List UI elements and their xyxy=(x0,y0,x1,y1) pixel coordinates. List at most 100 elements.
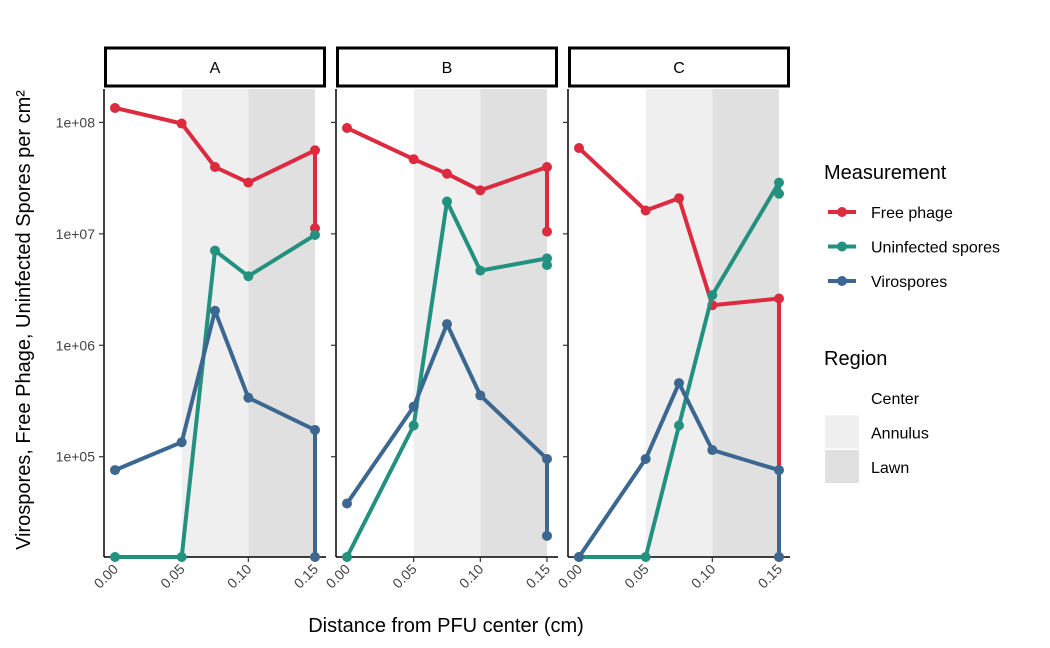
panel-c-series-uninfected-spores-point xyxy=(707,290,718,301)
panel-c-region-center xyxy=(579,89,646,557)
panel-a-strip-label: A xyxy=(210,60,221,77)
legend-region-lawn-label: Lawn xyxy=(871,460,909,477)
panel-c-series-free-phage-point xyxy=(674,193,684,204)
panel-c-series-uninfected-spores-point xyxy=(640,552,651,562)
panel-c-series-free-phage-point xyxy=(640,205,651,216)
panel-a-series-free-phage-point xyxy=(310,145,320,156)
panel-a-series-free-phage-point xyxy=(243,177,254,188)
panel-c-series-virospores-point xyxy=(774,465,784,476)
panel-a-x-tick-label: 0.15 xyxy=(291,561,322,592)
panel-a-series-free-phage-point xyxy=(110,102,120,113)
legend-item-virospores-marker xyxy=(837,276,847,286)
panel-a-region-center xyxy=(115,89,182,557)
panel-a-strip xyxy=(104,46,326,88)
y-axis-title: Virospores, Free Phage, Uninfected Spore… xyxy=(13,90,35,550)
panel-b-x-tick-label: 0.15 xyxy=(523,561,554,592)
panel-b-series-free-phage-point xyxy=(342,123,352,133)
panel-b-series-virospores-point xyxy=(408,401,419,412)
y-tick-label: 1e+05 xyxy=(56,449,96,465)
y-tick-label: 1e+06 xyxy=(56,337,96,353)
panel-a-series-uninfected-spores-point xyxy=(176,552,187,562)
panel-c-series-uninfected-spores-point xyxy=(774,177,784,188)
panel-b-region-center xyxy=(347,89,414,557)
panel-a-series-free-phage-point xyxy=(176,118,187,129)
legend-region-annulus-swatch xyxy=(825,415,859,449)
panel-c-series-virospores-line xyxy=(577,381,781,559)
legend-item-virospores-label: Virospores xyxy=(871,274,947,291)
panel-b-series-virospores-point xyxy=(442,319,452,330)
panel-a-x-tick-label: 0.05 xyxy=(157,561,188,592)
panel-a-series-virospores-point xyxy=(243,392,254,403)
panel-a-series-virospores-point xyxy=(310,424,320,435)
panel-c-series-virospores-point xyxy=(674,378,684,389)
panel-b-region-lawn xyxy=(480,89,547,557)
panel-c-region-annulus xyxy=(645,89,713,557)
panel-a-series-free-phage-line xyxy=(113,105,317,231)
panel-c-series-virospores-point xyxy=(640,453,651,464)
panel-a-series-uninfected-spores-point xyxy=(110,552,120,562)
panel-a-series-virospores-point xyxy=(110,465,120,476)
panel-a-region-annulus xyxy=(181,89,249,557)
legend: Measurement Free phage Uninfected spores Vi… xyxy=(824,162,1000,483)
panel-b-series-virospores-point xyxy=(542,530,552,541)
legend-measurement-title: Measurement xyxy=(824,162,947,184)
panel-c-series-virospores-point xyxy=(774,552,784,562)
panel-a-series-virospores-point xyxy=(176,437,187,448)
panel-c-series-free-phage-line xyxy=(577,146,781,559)
panel-b-series-free-phage-point xyxy=(542,226,552,237)
panel-b-strip-label: B xyxy=(442,60,453,77)
panel-b-strip xyxy=(336,46,558,88)
panel-a-series-free-phage-point xyxy=(210,162,220,172)
legend-region-annulus-label: Annulus xyxy=(871,426,929,443)
panel-a-x-tick-label: 0.10 xyxy=(224,561,255,592)
panel-c-x-tick-label: 0.15 xyxy=(755,561,786,592)
panel-a-x-tick-label: 0.00 xyxy=(91,561,122,592)
panel-c-series-virospores-point xyxy=(574,552,584,562)
panel-b-series-virospores-point xyxy=(342,498,352,509)
panel-b-series-virospores-point xyxy=(475,390,486,401)
panel-c-x-tick-label: 0.10 xyxy=(688,561,719,592)
panel-b-x-tick-label: 0.10 xyxy=(456,561,487,592)
panel-c-region-lawn xyxy=(712,89,779,557)
panel-c-series-uninfected-spores-point xyxy=(774,188,784,199)
panel-c-series-free-phage-point xyxy=(574,143,584,154)
panel-a-region-lawn xyxy=(248,89,315,557)
panel-a-series-virospores-point xyxy=(210,305,220,316)
legend-region-center-label: Center xyxy=(871,391,920,408)
panel-b-x-tick-label: 0.05 xyxy=(389,561,420,592)
panel-b-series-uninfected-spores-point xyxy=(475,265,486,276)
panel-b-series-free-phage-point xyxy=(442,168,452,179)
legend-region-title: Region xyxy=(824,348,887,370)
panel-a: A 1e+05 1e+06 1e+07 1e+08 0.00 0.05 0.10 0.15 xyxy=(56,46,326,592)
panel-c-series-virospores-point xyxy=(707,445,718,456)
panel-a-series-virospores-point xyxy=(310,552,320,562)
panel-c-series-uninfected-spores-point xyxy=(674,420,684,431)
panel-a-series-virospores-line xyxy=(113,308,317,559)
panel-a-series-uninfected-spores-point xyxy=(243,271,254,282)
panel-b-x-tick-label: 0.00 xyxy=(323,561,354,592)
legend-region-lawn-swatch xyxy=(825,450,859,483)
legend-item-uninfected-spores-label: Uninfected spores xyxy=(871,240,1000,257)
panel-b-series-free-phage-point xyxy=(542,162,552,172)
y-tick-label: 1e+07 xyxy=(56,226,96,242)
panel-c: C 0.00 0.05 0.10 0.15 xyxy=(555,46,790,592)
legend-item-uninfected-spores-marker xyxy=(837,241,847,252)
panel-b-series-free-phage-point xyxy=(408,154,419,165)
x-axis-title: Distance from PFU center (cm) xyxy=(308,615,584,637)
panel-b-series-uninfected-spores-point xyxy=(442,196,452,207)
panel-b-series-free-phage-point xyxy=(475,185,486,196)
legend-region-center-swatch xyxy=(825,381,859,414)
panel-c-x-tick-label: 0.05 xyxy=(621,561,652,592)
legend-item-free-phage-label: Free phage xyxy=(871,205,953,222)
panel-a-series-uninfected-spores-point xyxy=(310,229,320,240)
y-tick-label: 1e+08 xyxy=(56,114,96,130)
legend-item-free-phage-marker xyxy=(837,207,847,217)
panel-b-series-uninfected-spores-point xyxy=(408,420,419,431)
panel-b-series-uninfected-spores-point xyxy=(542,260,552,271)
panel-b: B 0.00 0.05 0.10 0.15 xyxy=(323,46,558,592)
panel-b-series-uninfected-spores-point xyxy=(342,552,352,562)
panel-b-series-virospores-line xyxy=(345,322,549,538)
panel-c-series-free-phage-point xyxy=(774,293,784,304)
panel-a-series-uninfected-spores-point xyxy=(210,245,220,256)
